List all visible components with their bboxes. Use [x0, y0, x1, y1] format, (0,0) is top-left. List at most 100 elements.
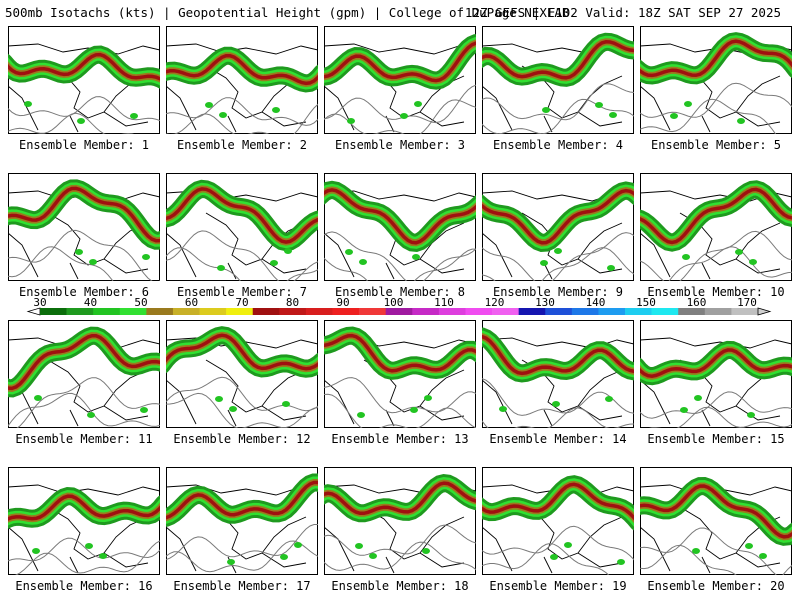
isotach-cell: [609, 112, 617, 118]
ensemble-panel-14: [482, 320, 634, 428]
coastline: [166, 43, 318, 133]
isotach-band: [640, 348, 792, 378]
isotach-cell: [682, 254, 690, 260]
colorbar-label: 30: [33, 296, 46, 309]
member-caption: Ensemble Member: 16: [15, 579, 153, 593]
isotach-band: [482, 334, 634, 376]
isotach-cell: [424, 395, 432, 401]
height-contour: [324, 99, 476, 134]
isotach-map: [8, 173, 160, 281]
coastline: [482, 337, 634, 427]
height-contour: [324, 377, 476, 414]
isotach-cell: [270, 260, 278, 266]
isotach-cell: [414, 101, 422, 107]
colorbar-swatch: [704, 308, 732, 315]
isotach-cell: [89, 259, 97, 265]
colorbar-swatch: [731, 308, 759, 315]
colorbar-swatch: [305, 308, 333, 315]
ensemble-panel-8: [324, 173, 476, 281]
isotach-band: [166, 333, 318, 371]
colorbar-swatch: [492, 308, 519, 315]
ensemble-panel-9: [482, 173, 634, 281]
isotach-cell: [77, 118, 85, 124]
colorbar-label: 60: [185, 296, 198, 309]
colorbar-swatch: [252, 308, 280, 315]
isotach-map: [640, 467, 792, 575]
colorbar-swatch: [598, 308, 626, 315]
isotach-cell: [552, 401, 560, 407]
isotach-cell: [359, 259, 367, 265]
isotach-cell: [345, 249, 353, 255]
map-title: 500mb Isotachs (kts) | Geopotential Heig…: [5, 3, 795, 23]
isotach-cell: [745, 543, 753, 549]
coastline: [166, 190, 318, 280]
isotach-cell: [747, 412, 755, 418]
isotach-cell: [205, 102, 213, 108]
isotach-cell: [759, 553, 767, 559]
colorbar-min-arrow: [26, 307, 41, 316]
isotach-cell: [272, 107, 280, 113]
member-caption: Ensemble Member: 3: [334, 138, 466, 152]
isotach-map: [8, 467, 160, 575]
colorbar-swatch: [465, 308, 493, 315]
height-contour: [324, 541, 476, 571]
isotach-map: [640, 320, 792, 428]
ensemble-panel-4: [482, 26, 634, 134]
member-caption: Ensemble Member: 12: [173, 432, 311, 446]
ensemble-panel-18: [324, 467, 476, 575]
member-caption: Ensemble Member: 8: [334, 285, 466, 299]
colorbar-label: 160: [687, 296, 707, 309]
isotach-cell: [280, 554, 288, 560]
height-contour: [640, 391, 792, 419]
isotach-colorbar: 30 40 50 60 70 80 90 100 110 120 130 140 150 160 170: [26, 296, 772, 316]
ensemble-panel-17: [166, 467, 318, 575]
colorbar-swatch: [66, 308, 94, 315]
member-caption: Ensemble Member: 9: [492, 285, 624, 299]
member-caption: Ensemble Member: 5: [650, 138, 782, 152]
isotach-cell: [694, 395, 702, 401]
height-contour: [324, 231, 476, 281]
isotach-cell: [217, 265, 225, 271]
colorbar-swatch: [199, 308, 227, 315]
colorbar-swatch: [438, 308, 466, 315]
colorbar-swatch: [678, 308, 706, 315]
isotach-band: [166, 480, 318, 520]
member-caption: Ensemble Member: 15: [647, 432, 785, 446]
height-contour: [324, 84, 476, 124]
height-contour: [166, 97, 318, 126]
height-contour: [166, 376, 318, 412]
height-contour: [8, 537, 160, 562]
isotach-cell: [85, 543, 93, 549]
isotach-band: [166, 187, 318, 244]
coastline: [8, 43, 160, 133]
ensemble-panel-11: [8, 320, 160, 428]
height-contour: [8, 96, 160, 122]
coastline: [640, 190, 792, 280]
isotach-cell: [215, 396, 223, 402]
coastline: [640, 337, 792, 427]
isotach-cell: [227, 559, 235, 565]
colorbar-swatch: [332, 308, 360, 315]
isotach-map: [482, 467, 634, 575]
isotach-cell: [130, 113, 138, 119]
member-caption: Ensemble Member: 2: [176, 138, 308, 152]
height-contour: [640, 527, 778, 575]
colorbar-label: 80: [286, 296, 299, 309]
colorbar-swatch: [119, 308, 147, 315]
isotach-map: [324, 467, 476, 575]
ensemble-panel-1: [8, 26, 160, 134]
height-contour: [482, 407, 634, 428]
coastline: [324, 337, 476, 427]
ensemble-panel-10: [640, 173, 792, 281]
colorbar-swatch: [359, 308, 387, 315]
isotach-cell: [550, 554, 558, 560]
colorbar-swatch: [412, 308, 440, 315]
height-contour: [166, 540, 318, 573]
ensemble-panel-3: [324, 26, 476, 134]
isotach-cell: [142, 254, 150, 260]
height-contour: [668, 246, 792, 281]
isotach-map: [640, 26, 792, 134]
colorbar-swatch: [651, 308, 679, 315]
isotach-cell: [357, 412, 365, 418]
colorbar-label: 40: [84, 296, 97, 309]
